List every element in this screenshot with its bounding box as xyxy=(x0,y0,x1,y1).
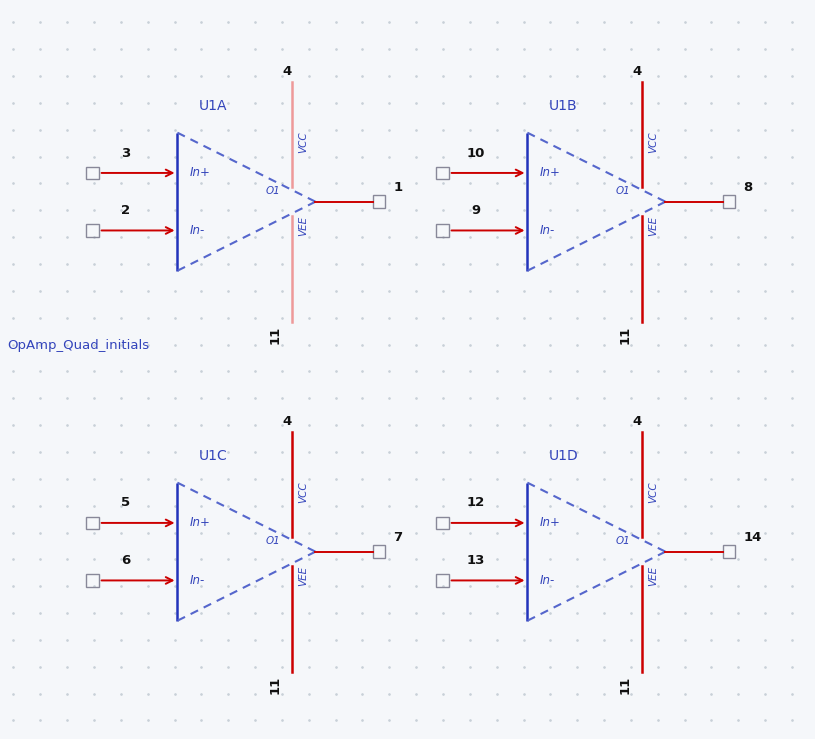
Bar xyxy=(86,224,99,236)
Text: VCC: VCC xyxy=(298,481,308,503)
Text: VEE: VEE xyxy=(648,565,659,586)
Text: In-: In- xyxy=(190,574,205,587)
Text: U1A: U1A xyxy=(199,100,227,114)
Text: O1: O1 xyxy=(266,536,280,546)
Bar xyxy=(436,574,449,587)
Text: 14: 14 xyxy=(743,531,761,544)
Text: 12: 12 xyxy=(466,497,485,509)
Text: U1C: U1C xyxy=(199,449,227,463)
Text: OpAmp_Quad_initials: OpAmp_Quad_initials xyxy=(7,339,150,352)
Bar xyxy=(373,196,385,208)
Text: U1B: U1B xyxy=(548,100,577,114)
Text: 11: 11 xyxy=(619,325,632,344)
Text: In-: In- xyxy=(540,574,555,587)
Bar xyxy=(436,167,449,179)
Text: 7: 7 xyxy=(393,531,403,544)
Text: In+: In+ xyxy=(540,517,561,529)
Text: VEE: VEE xyxy=(298,565,308,586)
Text: 4: 4 xyxy=(632,415,641,428)
Text: In+: In+ xyxy=(190,166,211,180)
Text: In+: In+ xyxy=(540,166,561,180)
Text: VCC: VCC xyxy=(648,481,659,503)
Text: In+: In+ xyxy=(190,517,211,529)
Bar xyxy=(723,545,735,558)
Text: 4: 4 xyxy=(632,65,641,78)
Text: 5: 5 xyxy=(121,497,130,509)
Text: 10: 10 xyxy=(466,146,485,160)
Text: 2: 2 xyxy=(121,204,130,217)
Text: 6: 6 xyxy=(121,554,130,567)
Bar xyxy=(436,517,449,529)
Bar xyxy=(723,196,735,208)
Text: VEE: VEE xyxy=(648,216,659,236)
Text: U1D: U1D xyxy=(548,449,578,463)
Text: 9: 9 xyxy=(471,204,480,217)
Text: VEE: VEE xyxy=(298,216,308,236)
Text: O1: O1 xyxy=(615,536,630,546)
Text: 3: 3 xyxy=(121,146,130,160)
Text: 1: 1 xyxy=(393,181,403,194)
Text: 4: 4 xyxy=(282,415,291,428)
Text: 11: 11 xyxy=(269,325,282,344)
Text: 4: 4 xyxy=(282,65,291,78)
Text: 13: 13 xyxy=(466,554,485,567)
Text: VCC: VCC xyxy=(298,132,308,153)
Bar xyxy=(86,167,99,179)
Bar xyxy=(436,224,449,236)
Text: 11: 11 xyxy=(269,675,282,694)
Text: In-: In- xyxy=(190,224,205,237)
Text: VCC: VCC xyxy=(648,132,659,153)
Text: O1: O1 xyxy=(266,186,280,196)
Text: 8: 8 xyxy=(743,181,752,194)
Text: 11: 11 xyxy=(619,675,632,694)
Text: In-: In- xyxy=(540,224,555,237)
Bar xyxy=(86,517,99,529)
Bar xyxy=(373,545,385,558)
Bar xyxy=(86,574,99,587)
Text: O1: O1 xyxy=(615,186,630,196)
